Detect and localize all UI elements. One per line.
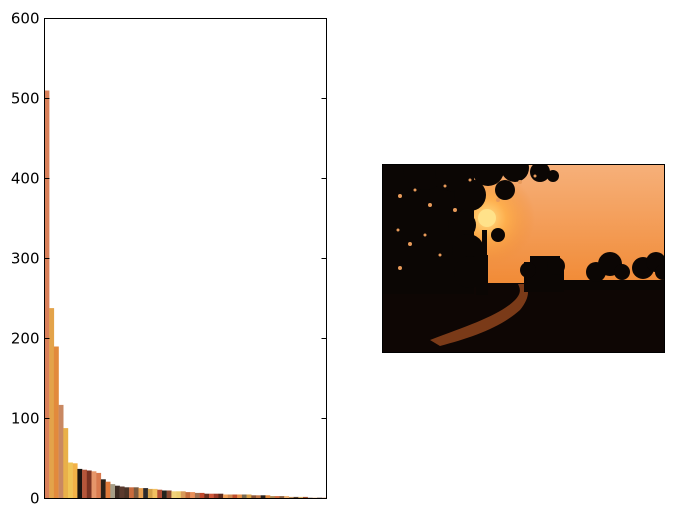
bar: [53, 346, 59, 499]
bar: [49, 308, 55, 499]
building-silhouette: [520, 256, 565, 292]
bar: [171, 491, 177, 499]
bar: [232, 494, 238, 499]
bar: [274, 496, 280, 499]
bar: [82, 469, 87, 499]
chart-frame: [44, 18, 327, 499]
bar: [100, 479, 106, 499]
bar: [180, 491, 186, 499]
bar: [260, 495, 266, 499]
bar: [115, 485, 120, 499]
y-tick-label: 500: [11, 90, 40, 108]
bar: [72, 463, 78, 499]
bar: [147, 488, 153, 499]
bar: [152, 488, 158, 499]
bar: [77, 468, 83, 499]
photo-frame: [382, 164, 665, 353]
tree-silhouette-right: [560, 252, 665, 290]
y-axis-ticks: 0 100 200 300 400 500 600: [11, 10, 327, 508]
bar: [166, 490, 172, 499]
y-tick-label: 300: [11, 250, 40, 268]
y-tick-label: 0: [30, 490, 40, 508]
bar: [133, 487, 139, 499]
bar: [251, 495, 257, 499]
bar: [246, 494, 252, 499]
bar: [176, 491, 181, 499]
bar: [209, 493, 214, 499]
bar: [129, 487, 134, 499]
y-tick-label: 100: [11, 410, 40, 428]
bar: [303, 496, 308, 499]
bar: [213, 493, 219, 499]
y-tick-label: 400: [11, 170, 40, 188]
sunset-photo: [382, 164, 665, 353]
leaf-gaps: [396, 174, 537, 270]
bar: [298, 496, 304, 499]
bar: [185, 492, 191, 499]
bar: [124, 487, 130, 499]
bar: [241, 494, 247, 499]
bar-series: [44, 90, 327, 499]
bar: [288, 496, 294, 499]
bar: [256, 495, 261, 499]
bar: [190, 492, 196, 499]
bar: [119, 486, 125, 499]
bar: [162, 490, 167, 499]
bar: [270, 496, 275, 499]
bar: [223, 494, 228, 499]
sun: [478, 209, 496, 227]
bar: [68, 462, 73, 499]
bar: [279, 496, 285, 499]
bar: [284, 496, 290, 499]
bar: [199, 492, 205, 499]
bar: [227, 494, 233, 499]
bar: [293, 496, 299, 499]
bar: [138, 488, 144, 499]
y-tick-label: 200: [11, 330, 40, 348]
bar: [194, 492, 200, 499]
bar: [204, 493, 210, 499]
bar-chart: 0 100 200 300 400 500 600: [11, 10, 327, 508]
bar: [265, 495, 271, 499]
bar: [86, 470, 92, 499]
bar: [105, 481, 111, 499]
bar: [91, 471, 97, 499]
bar: [218, 493, 224, 499]
bar: [237, 494, 243, 499]
bar: [58, 404, 64, 499]
bar: [157, 489, 163, 499]
bar: [110, 484, 116, 499]
bar: [143, 488, 149, 499]
y-tick-label: 600: [11, 10, 40, 28]
bar: [96, 472, 102, 499]
bar: [63, 428, 69, 499]
bar: [44, 90, 50, 499]
road: [430, 284, 528, 346]
